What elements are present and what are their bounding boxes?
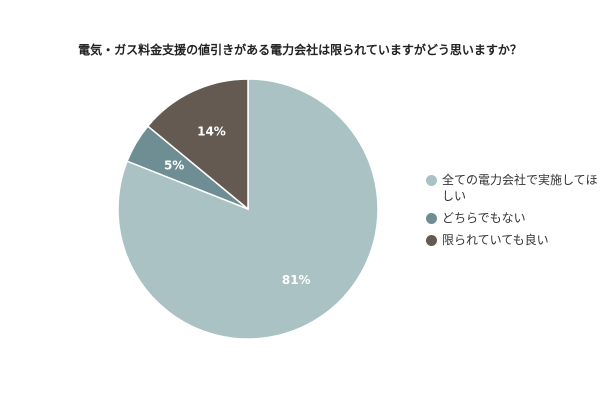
slice-data-label-1: 5% <box>164 158 184 172</box>
pie-slice-2 <box>146 78 249 211</box>
chart-title: 電気・ガス料金支援の値引きがある電力会社は限られていますがどう思いますか？ <box>78 43 522 57</box>
slice-data-label-2: 14% <box>197 124 226 138</box>
legend-label-0: 全ての電力会社で実施してほしい <box>442 173 598 203</box>
legend-swatch-2 <box>426 235 437 246</box>
legend-item-0: 全ての電力会社で実施してほしい <box>426 172 600 204</box>
legend: 全ての電力会社で実施してほしいどちらでもない限られていても良い <box>426 172 600 254</box>
slice-data-label-0: 81% <box>282 273 311 287</box>
legend-label-1: どちらでもない <box>442 211 526 225</box>
legend-swatch-1 <box>426 213 437 224</box>
legend-label-2: 限られていても良い <box>442 233 549 247</box>
legend-item-2: 限られていても良い <box>426 232 600 248</box>
legend-item-1: どちらでもない <box>426 210 600 226</box>
legend-swatch-0 <box>426 175 437 186</box>
